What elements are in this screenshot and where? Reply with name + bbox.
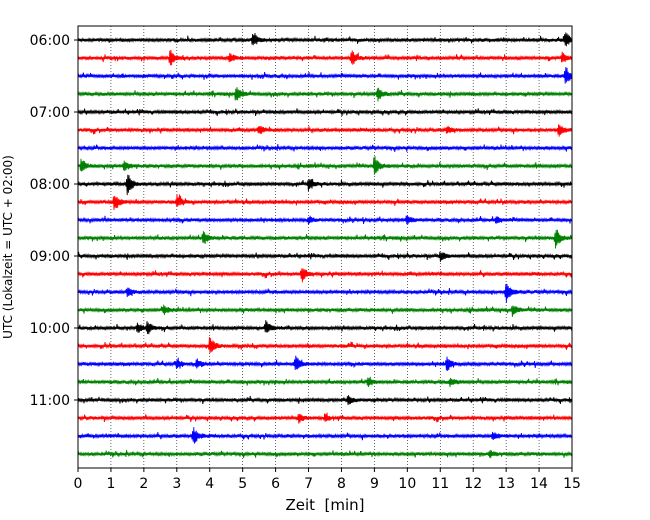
x-tick-label: 3 (172, 476, 181, 492)
x-tick-label: 9 (370, 476, 379, 492)
plot-frame (77, 25, 573, 469)
trace-line (77, 144, 573, 152)
x-tick-label: 13 (497, 476, 515, 492)
x-axis-ticks: 0 1 2 3 4 5 6 7 8 9 10 11 12 13 14 15 (74, 468, 581, 492)
y-axis-label: UTC (Lokalzeit = UTC + 02:00) (1, 155, 15, 339)
trace-line (77, 229, 573, 249)
x-tick-label: 11 (431, 476, 449, 492)
y-tick-label: 07:00 (30, 105, 70, 121)
trace-line (77, 174, 573, 196)
x-tick-label: 12 (464, 476, 482, 492)
trace-line (77, 108, 573, 117)
y-tick-label: 09:00 (30, 249, 70, 265)
trace-line (77, 67, 573, 84)
trace-line (77, 304, 573, 317)
trace-line (77, 124, 573, 137)
x-tick-label: 1 (106, 476, 115, 492)
trace-line (77, 49, 573, 66)
y-tick-label: 06:00 (30, 33, 70, 49)
x-tick-label: 2 (139, 476, 148, 492)
trace-line (77, 283, 573, 303)
trace-line (77, 376, 573, 388)
trace-line (77, 194, 573, 211)
trace-line (77, 268, 573, 283)
trace-line (77, 449, 573, 459)
y-tick-label: 08:00 (30, 177, 70, 193)
trace-line (77, 320, 573, 335)
seismic-traces (77, 32, 573, 459)
trace-line (77, 412, 573, 424)
x-axis-label: Zeit [min] (285, 496, 364, 514)
trace-line (77, 156, 573, 175)
trace-line (77, 427, 573, 444)
grid-lines (110, 26, 540, 468)
x-tick-label: 4 (205, 476, 214, 492)
trace-line (77, 215, 573, 225)
trace-line (77, 87, 573, 102)
trace-line (77, 32, 573, 47)
trace-line (77, 395, 573, 405)
trace-line (77, 251, 573, 262)
trace-line (77, 337, 573, 354)
trace-line (77, 355, 573, 371)
x-tick-label: 8 (337, 476, 346, 492)
x-tick-label: 14 (530, 476, 548, 492)
x-tick-label: 15 (563, 476, 581, 492)
x-tick-label: 5 (238, 476, 247, 492)
x-tick-label: 10 (398, 476, 416, 492)
y-axis-ticks: 06:00 07:00 08:00 09:00 10:00 11:00 (30, 33, 78, 409)
y-tick-label: 10:00 (30, 321, 70, 337)
y-tick-label: 11:00 (30, 393, 70, 409)
x-tick-label: 7 (304, 476, 313, 492)
x-tick-label: 6 (271, 476, 280, 492)
x-tick-label: 0 (74, 476, 83, 492)
